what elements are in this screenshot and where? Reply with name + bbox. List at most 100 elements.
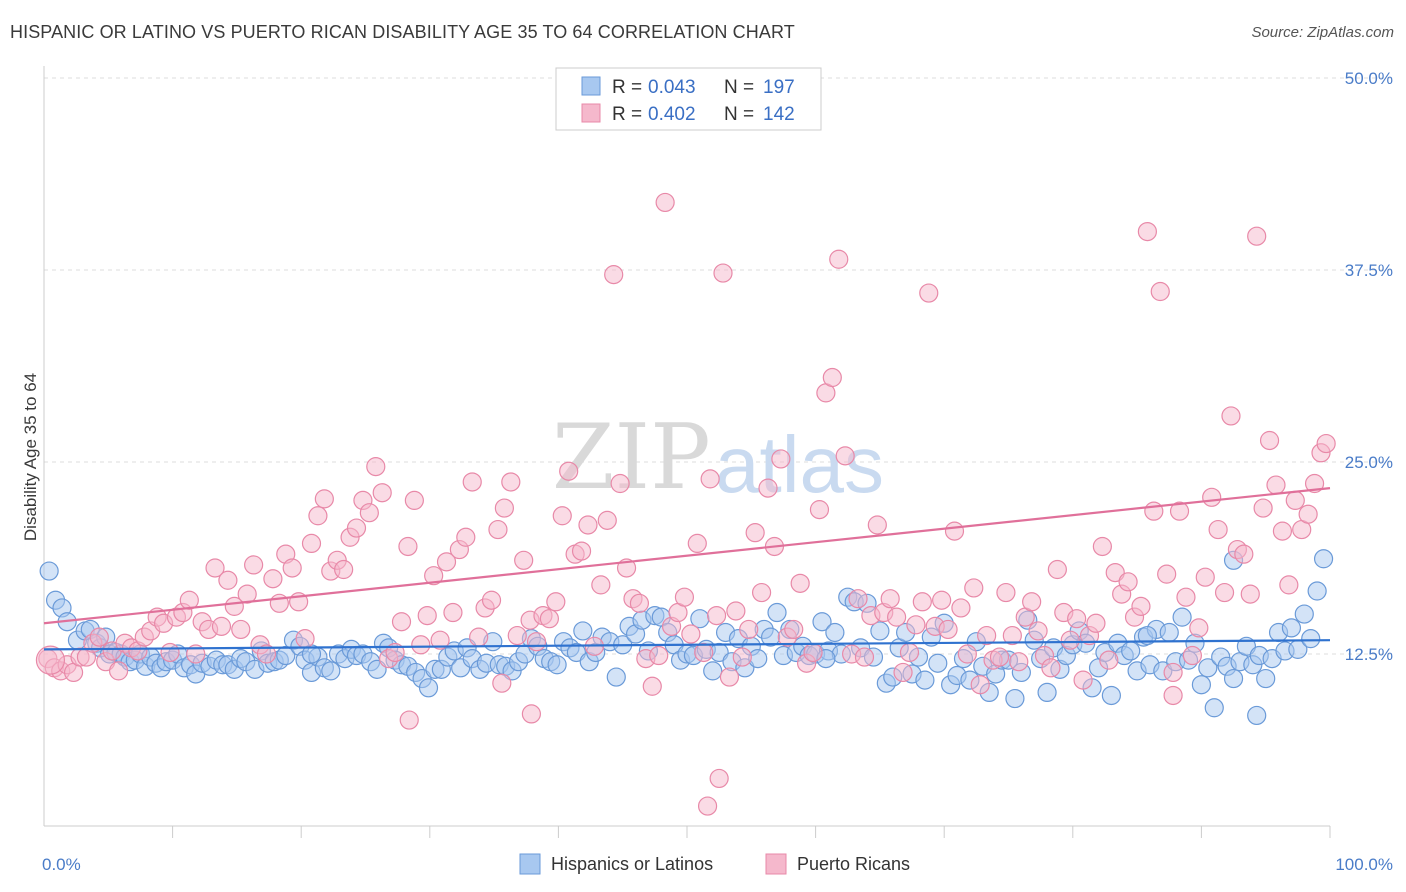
puerto-rican-point-101 (687, 533, 707, 554)
legend-r-label-pink: R = (612, 104, 642, 125)
hispanic-point-86 (573, 621, 593, 641)
puerto-rican-point-60 (424, 566, 444, 586)
puerto-rican-point-119 (803, 642, 823, 663)
hispanic-point-204 (1137, 625, 1157, 646)
puerto-rican-point-41 (301, 533, 322, 554)
puerto-rican-point-99 (674, 587, 695, 607)
puerto-rican-point-197 (1304, 473, 1325, 494)
puerto-rican-point-50 (359, 503, 379, 523)
puerto-rican-point-76 (526, 632, 547, 652)
puerto-rican-point-114 (771, 449, 791, 469)
puerto-rican-point-110 (745, 523, 765, 543)
legend-r-label-blue: R = (612, 77, 642, 98)
puerto-rican-point-180 (1195, 567, 1215, 587)
puerto-rican-point-95 (649, 645, 669, 666)
puerto-rican-point-201 (709, 768, 729, 789)
puerto-rican-point-183 (1214, 582, 1235, 603)
bottom-legend-swatch-blue (519, 853, 541, 875)
trend-lines (43, 487, 1331, 651)
puerto-rican-point-171 (1137, 222, 1157, 242)
hispanic-point-116 (767, 602, 787, 623)
puerto-rican-point-70 (488, 519, 508, 540)
puerto-rican-point-199 (1316, 433, 1336, 454)
puerto-rican-point-187 (1240, 584, 1260, 604)
bottom-legend-label-blue: Hispanics or Latinos (551, 854, 713, 874)
hispanic-point-153 (1005, 688, 1025, 709)
puerto-rican-point-19 (160, 642, 180, 663)
hispanic-point-183 (1198, 658, 1218, 678)
puerto-rican-point-66 (462, 472, 482, 492)
puerto-rican-point-204 (1163, 685, 1183, 706)
puerto-rican-point-87 (597, 510, 617, 530)
puerto-rican-point-192 (1272, 521, 1293, 541)
puerto-rican-point-28 (218, 570, 238, 590)
hispanic-point-179 (1172, 607, 1192, 627)
puerto-rican-point-89 (610, 473, 630, 494)
puerto-rican-point-55 (391, 612, 412, 632)
puerto-rican-point-186 (1234, 544, 1254, 564)
puerto-rican-point-137 (919, 283, 939, 303)
puerto-rican-point-22 (179, 590, 199, 610)
hispanic-trend-line (43, 639, 1331, 651)
hispanic-point-171 (1121, 641, 1141, 661)
hispanic-point-123 (812, 612, 832, 632)
puerto-rican-point-58 (411, 635, 431, 655)
puerto-rican-point-103 (700, 469, 720, 489)
legend-n-label-blue: N = (724, 77, 754, 98)
puerto-rican-point-83 (571, 541, 592, 561)
puerto-rican-point-84 (578, 515, 598, 535)
y-axis-label: Disability Age 35 to 64 (21, 373, 40, 541)
puerto-rican-point-160 (1067, 609, 1087, 629)
puerto-rican-point-149 (996, 582, 1016, 603)
puerto-rican-point-43 (314, 489, 334, 509)
puerto-rican-point-23 (186, 644, 206, 664)
chart-title: HISPANIC OR LATINO VS PUERTO RICAN DISAB… (10, 22, 795, 42)
puerto-rican-point-144 (964, 578, 984, 598)
puerto-rican-point-132 (887, 607, 907, 627)
puerto-rican-point-104 (706, 605, 727, 626)
legend-n-label-pink: N = (724, 104, 754, 125)
legend-r-value-pink: 0.402 (648, 104, 696, 125)
y-tick-label-1: 25.0% (1345, 453, 1393, 472)
y-tick-labels: 12.5% 25.0% 37.5% 50.0% (1345, 69, 1393, 664)
hispanic-point-187 (1223, 668, 1244, 689)
puerto-rican-point-143 (957, 644, 977, 664)
puerto-rican-point-116 (784, 619, 804, 640)
hispanic-point-139 (915, 670, 935, 690)
hispanic-point-0 (39, 561, 59, 581)
puerto-rican-point-194 (1285, 490, 1305, 510)
puerto-rican-point-102 (694, 642, 714, 663)
puerto-rican-point-57 (404, 490, 424, 510)
puerto-rican-point-190 (1259, 430, 1280, 451)
hispanic-point-62 (418, 678, 439, 698)
puerto-rican-point-129 (867, 515, 887, 535)
watermark: ZIP atlas (552, 405, 884, 510)
puerto-rican-point-146 (977, 625, 997, 646)
x-tick-label-0: 0.0% (42, 855, 81, 874)
puerto-rican-point-196 (1298, 504, 1318, 524)
hispanic-point-91 (606, 667, 626, 687)
x-ticks (172, 826, 1331, 838)
puerto-rican-point-86 (591, 575, 611, 595)
puerto-rican-point-109 (739, 619, 759, 640)
puerto-rican-point-175 (1163, 662, 1183, 683)
puerto-rican-point-cluster (35, 645, 66, 675)
puerto-rican-point-94 (642, 676, 662, 696)
x-tick-label-1: 100.0% (1335, 855, 1393, 874)
puerto-rican-point-32 (244, 555, 264, 575)
puerto-rican-point-203 (521, 704, 541, 724)
puerto-rican-point-120 (809, 500, 830, 520)
puerto-rican-point-71 (494, 498, 514, 518)
puerto-rican-point-202 (697, 796, 718, 816)
puerto-rican-point-26 (205, 558, 225, 578)
puerto-rican-point-134 (899, 642, 920, 663)
puerto-rican-point-178 (1182, 645, 1202, 666)
puerto-rican-point-80 (552, 506, 572, 526)
puerto-rican-point-189 (1253, 498, 1273, 518)
puerto-rican-point-122 (822, 367, 842, 388)
puerto-rican-point-164 (1092, 536, 1112, 557)
puerto-rican-point-131 (880, 589, 900, 609)
puerto-rican-point-163 (1086, 613, 1106, 633)
puerto-rican-point-67 (469, 627, 489, 647)
